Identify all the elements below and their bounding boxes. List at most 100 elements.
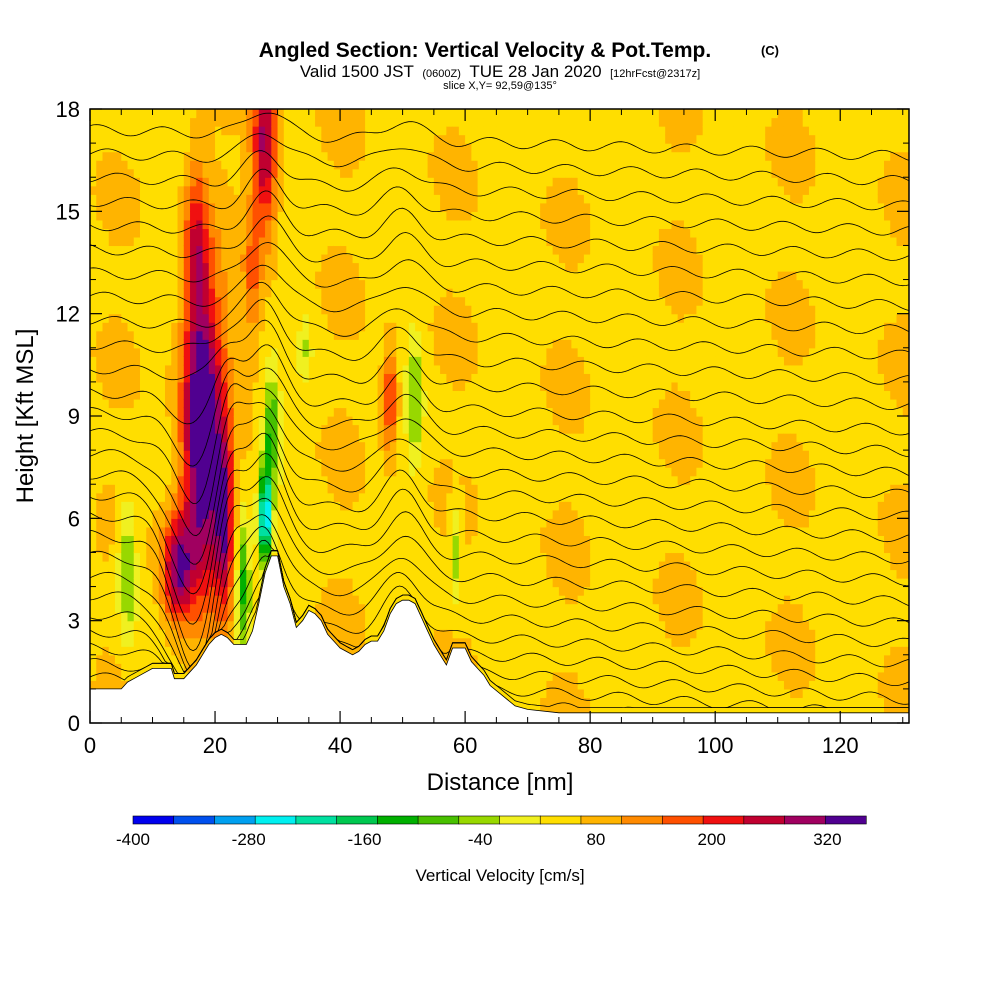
velocity-cell [165, 467, 172, 477]
velocity-cell [458, 603, 466, 613]
velocity-cell [427, 356, 435, 366]
velocity-cell [121, 177, 129, 187]
velocity-cell [433, 185, 441, 195]
velocity-cell [127, 126, 135, 136]
velocity-cell [465, 450, 472, 460]
velocity-cell [371, 424, 379, 434]
velocity-cell [452, 424, 460, 434]
velocity-cell [90, 535, 97, 545]
velocity-cell [427, 560, 435, 571]
velocity-cell [177, 262, 185, 272]
velocity-cell [396, 416, 404, 426]
velocity-cell [296, 381, 304, 392]
velocity-cell [171, 407, 179, 417]
velocity-cell [127, 569, 135, 579]
velocity-cell [90, 620, 97, 630]
velocity-cell [465, 578, 472, 588]
velocity-cell [215, 552, 222, 562]
velocity-cell [240, 398, 247, 409]
velocity-cell [415, 492, 422, 502]
velocity-cell [483, 245, 491, 255]
velocity-cell [121, 390, 129, 400]
velocity-cell [271, 253, 279, 264]
velocity-cell [196, 501, 204, 511]
velocity-cell [102, 578, 110, 588]
velocity-cell [290, 347, 297, 357]
velocity-cell [202, 211, 210, 221]
velocity-cell [508, 279, 516, 289]
velocity-cell [408, 185, 416, 195]
velocity-cell [327, 458, 335, 468]
velocity-cell [208, 381, 216, 392]
velocity-cell [96, 492, 104, 502]
velocity-cell [233, 202, 241, 212]
velocity-cell [171, 398, 179, 409]
velocity-cell [308, 271, 316, 281]
velocity-cell [227, 160, 235, 170]
velocity-cell [146, 441, 154, 451]
velocity-cell [208, 441, 216, 451]
velocity-cell [296, 134, 304, 144]
velocity-cell [140, 637, 147, 647]
velocity-cell [152, 160, 160, 170]
velocity-cell [396, 253, 404, 264]
velocity-cell [165, 245, 172, 255]
velocity-cell [377, 441, 385, 451]
velocity-cell [515, 526, 522, 536]
velocity-cell [433, 526, 441, 536]
velocity-cell [140, 629, 147, 639]
velocity-cell [346, 236, 354, 247]
velocity-cell [440, 501, 447, 511]
velocity-cell [465, 552, 472, 562]
velocity-cell [233, 228, 241, 238]
velocity-cell [90, 492, 97, 502]
velocity-cell [115, 416, 122, 426]
velocity-cell [240, 416, 247, 426]
velocity-cell [471, 612, 479, 622]
velocity-cell [508, 347, 516, 357]
velocity-cell [408, 168, 416, 178]
velocity-cell [96, 245, 104, 255]
velocity-cell [121, 543, 129, 554]
velocity-cell [252, 509, 260, 519]
velocity-cell [321, 271, 329, 281]
velocity-cell [333, 143, 341, 153]
velocity-cell [502, 288, 510, 298]
velocity-cell [340, 330, 347, 340]
velocity-cell [477, 578, 485, 588]
velocity-cell [208, 194, 216, 204]
velocity-cell [140, 177, 147, 187]
velocity-cell [171, 313, 179, 323]
velocity-cell [108, 322, 116, 332]
velocity-cell [240, 219, 247, 229]
velocity-cell [508, 569, 516, 579]
velocity-cell [415, 177, 422, 187]
velocity-cell [127, 177, 135, 187]
velocity-cell [483, 279, 491, 289]
velocity-cell [165, 279, 172, 289]
velocity-cell [302, 245, 310, 255]
velocity-cell [296, 424, 304, 434]
velocity-cell [90, 228, 97, 238]
velocity-cell [321, 492, 329, 502]
velocity-cell [233, 620, 241, 630]
velocity-cell [115, 134, 122, 144]
velocity-cell [315, 236, 322, 247]
velocity-cell [171, 330, 179, 340]
velocity-cell [171, 339, 179, 349]
velocity-cell [277, 433, 285, 443]
velocity-cell [496, 109, 504, 119]
velocity-cell [433, 390, 441, 400]
velocity-cell [90, 586, 97, 596]
velocity-cell [515, 492, 522, 502]
velocity-cell [215, 109, 222, 119]
velocity-cell [465, 211, 472, 221]
velocity-cell [440, 339, 447, 349]
velocity-cell [483, 433, 491, 443]
velocity-cell [265, 185, 272, 195]
velocity-cell [190, 578, 197, 588]
velocity-cell [452, 595, 460, 605]
velocity-cell [508, 185, 516, 195]
velocity-cell [221, 194, 229, 204]
velocity-cell [102, 305, 110, 315]
